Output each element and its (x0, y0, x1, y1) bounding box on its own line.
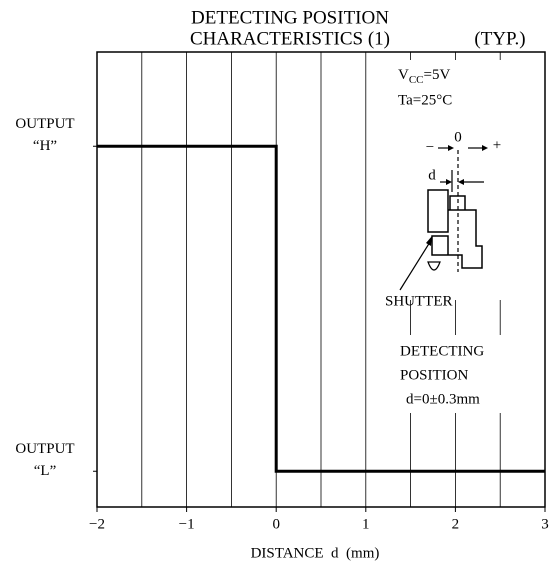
arrow-head (426, 236, 432, 246)
arrow-head (448, 145, 454, 151)
shutter (427, 189, 449, 233)
chart-title: CHARACTERISTICS (1) (190, 28, 390, 49)
condition-part: CC (409, 74, 424, 86)
sensor-lens (427, 261, 441, 271)
inset-background (385, 60, 535, 300)
condition-vcc: VCC=5V (398, 67, 450, 85)
step-line (97, 144, 545, 473)
annotation: DETECTING (400, 343, 484, 359)
condition-part: =5V (424, 67, 451, 83)
sensor (431, 195, 483, 269)
x-tick-label: −2 (89, 516, 105, 532)
inset-label: SHUTTER (385, 293, 453, 309)
chart-title: DETECTING POSITION (191, 7, 389, 28)
x-tick-label: 0 (272, 516, 280, 532)
x-tick-label: −1 (179, 516, 195, 532)
inset-label: − (426, 139, 434, 155)
annotation: d=0±0.3mm (406, 391, 480, 407)
annotation-background (395, 335, 540, 413)
condition-part: V (398, 67, 409, 83)
plot-frame (96, 51, 546, 508)
condition-ta: Ta=25°C (398, 92, 452, 108)
inset-label: 0 (454, 129, 462, 145)
arrow-head (458, 179, 464, 185)
x-tick-label: 1 (362, 516, 370, 532)
inset-label: d (428, 167, 436, 183)
annotation: POSITION (400, 367, 469, 383)
x-axis-label: DISTANCE d (mm) (251, 545, 380, 561)
y-tick-label: OUTPUT “L” (15, 441, 75, 480)
arrow-head (446, 179, 452, 185)
inset-line (399, 241, 431, 291)
x-tick-label: 2 (452, 516, 460, 532)
arrow-head (482, 145, 488, 151)
x-tick-label: 3 (541, 516, 549, 532)
chart-subtitle: (TYP.) (474, 28, 525, 49)
y-tick-label: OUTPUT “H” (15, 116, 75, 155)
inset-label: + (493, 137, 501, 153)
